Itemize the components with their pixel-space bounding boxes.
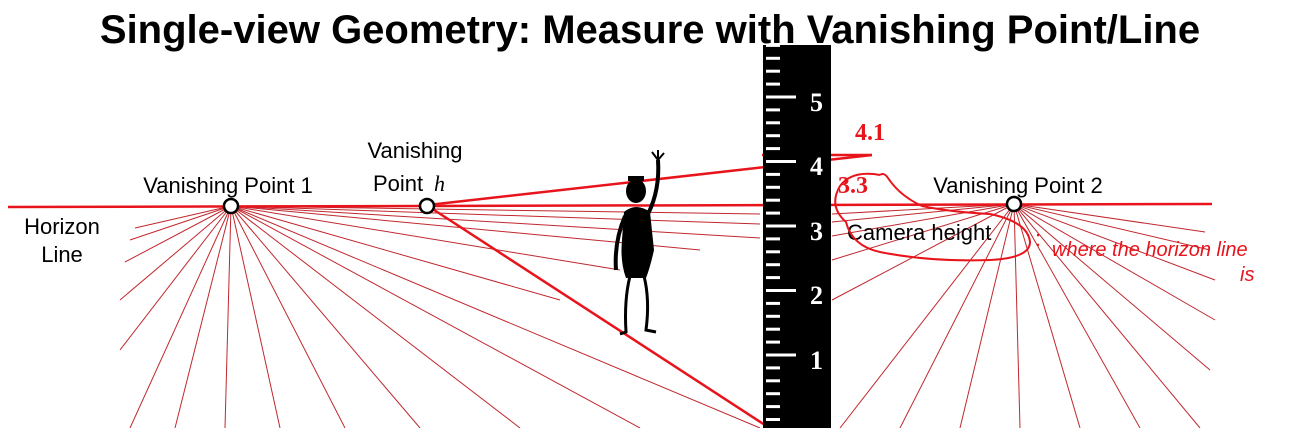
ruler-tick xyxy=(766,276,780,280)
ruler-tick xyxy=(766,224,796,228)
grid-ray-vp1 xyxy=(230,205,281,428)
grid-ray-vp1 xyxy=(124,205,232,263)
vanishing-point-h-marker xyxy=(418,197,436,215)
ruler-label-5: 5 xyxy=(810,88,823,117)
handwritten-note-line1: where the horizon line xyxy=(1052,239,1248,261)
person-silhouette-icon xyxy=(613,150,665,336)
grid-ray-vp1 xyxy=(230,205,761,239)
person-height-value: 4.1 xyxy=(855,120,885,146)
handwritten-note-line2: is xyxy=(1240,264,1254,286)
handwritten-colon: : xyxy=(1035,226,1041,251)
ruler-tick xyxy=(766,379,780,383)
grid-ray-vp2 xyxy=(1013,203,1206,233)
grid-ray-vp2 xyxy=(1013,203,1141,428)
ruler-tick xyxy=(766,56,780,60)
ruler-tick xyxy=(766,43,780,47)
measure-line-bottom xyxy=(427,204,766,427)
ruler-tick xyxy=(766,289,796,292)
ruler-label-4: 4 xyxy=(810,152,823,181)
handwritten-circle-annotation xyxy=(834,172,1032,262)
ruler-tick xyxy=(766,263,780,267)
ruler-ticks xyxy=(766,43,796,421)
grid-ray-vp1 xyxy=(119,205,232,351)
ruler-tick xyxy=(766,392,780,396)
ruler-tick xyxy=(766,185,780,189)
grid-ray-vp1 xyxy=(230,205,761,428)
grid-ray-vp1 xyxy=(230,205,621,271)
grid-ray-vp1 xyxy=(230,205,761,225)
ruler-tick xyxy=(766,211,780,215)
grid-ray-vp1 xyxy=(119,205,232,301)
vanishing-point-1-label: Vanishing Point 1 xyxy=(143,173,313,198)
grid-ray-vp1 xyxy=(230,205,521,428)
grid-ray-vp2 xyxy=(1013,203,1211,371)
grid-ray-vp2 xyxy=(831,203,1015,237)
perspective-grid xyxy=(119,203,1216,428)
ruler-tick xyxy=(766,172,780,176)
grid-ray-vp2 xyxy=(1013,203,1211,251)
grid-ray-vp2 xyxy=(1013,203,1021,428)
ruler-tick xyxy=(766,237,780,241)
grid-ray-vp2 xyxy=(899,203,1015,428)
ruler-label-1: 1 xyxy=(810,346,823,375)
grid-ray-vp2 xyxy=(959,203,1015,428)
grid-ray-vp2 xyxy=(1013,203,1201,428)
ruler-tick xyxy=(766,340,780,344)
ruler-tick xyxy=(766,134,780,138)
grid-ray-vp1 xyxy=(230,205,346,428)
grid-ray-vp2 xyxy=(831,203,1015,223)
ruler: 5 4 3 2 1 xyxy=(763,43,831,428)
grid-ray-vp1 xyxy=(230,205,561,301)
camera-height-value: 3.3 xyxy=(838,173,868,199)
horizon-line-label-line2: Line xyxy=(41,242,83,267)
ruler-tick xyxy=(766,108,780,112)
ruler-tick xyxy=(766,418,780,421)
vanishing-point-h-label-line1: Vanishing xyxy=(368,138,463,163)
grid-ray-vp1 xyxy=(174,205,232,428)
vanishing-point-1-marker xyxy=(222,197,240,215)
grid-ray-vp2 xyxy=(1013,203,1081,428)
grid-ray-vp1 xyxy=(230,205,641,428)
ruler-tick xyxy=(766,405,780,409)
grid-ray-vp1 xyxy=(134,205,232,229)
ruler-tick xyxy=(766,121,780,125)
ruler-tick xyxy=(766,327,780,331)
vanishing-point-h-label-line2: Point xyxy=(373,171,423,196)
ruler-tick xyxy=(766,366,780,370)
ruler-tick xyxy=(766,301,780,305)
grid-ray-vp2 xyxy=(831,203,1015,301)
ruler-tick xyxy=(766,82,780,86)
grid-ray-vp2 xyxy=(1013,203,1216,281)
ruler-tick xyxy=(766,160,796,163)
grid-ray-vp2 xyxy=(839,203,1015,428)
ruler-tick xyxy=(766,353,796,357)
grid-ray-vp2 xyxy=(1013,203,1216,321)
ruler-tick xyxy=(766,69,780,73)
vanishing-point-2-marker xyxy=(1005,195,1023,213)
ruler-label-2: 2 xyxy=(810,281,823,310)
ruler-tick xyxy=(766,314,780,318)
ruler-tick xyxy=(766,147,780,151)
grid-ray-vp1 xyxy=(129,205,232,428)
ruler-label-3: 3 xyxy=(810,217,823,246)
ruler-tick xyxy=(766,198,780,202)
slide-title: Single-view Geometry: Measure with Vanis… xyxy=(99,8,1201,52)
camera-height-label: Camera height xyxy=(847,220,991,245)
ruler-tick xyxy=(766,250,780,254)
ruler-tick xyxy=(766,95,796,99)
horizon-line-label-line1: Horizon xyxy=(24,214,100,239)
grid-ray-vp1 xyxy=(224,205,232,428)
grid-ray-vp1 xyxy=(230,205,421,428)
vanishing-point-h-variable: h xyxy=(434,171,445,196)
vanishing-point-2-label: Vanishing Point 2 xyxy=(933,173,1103,198)
grid-ray-vp1 xyxy=(129,205,232,241)
